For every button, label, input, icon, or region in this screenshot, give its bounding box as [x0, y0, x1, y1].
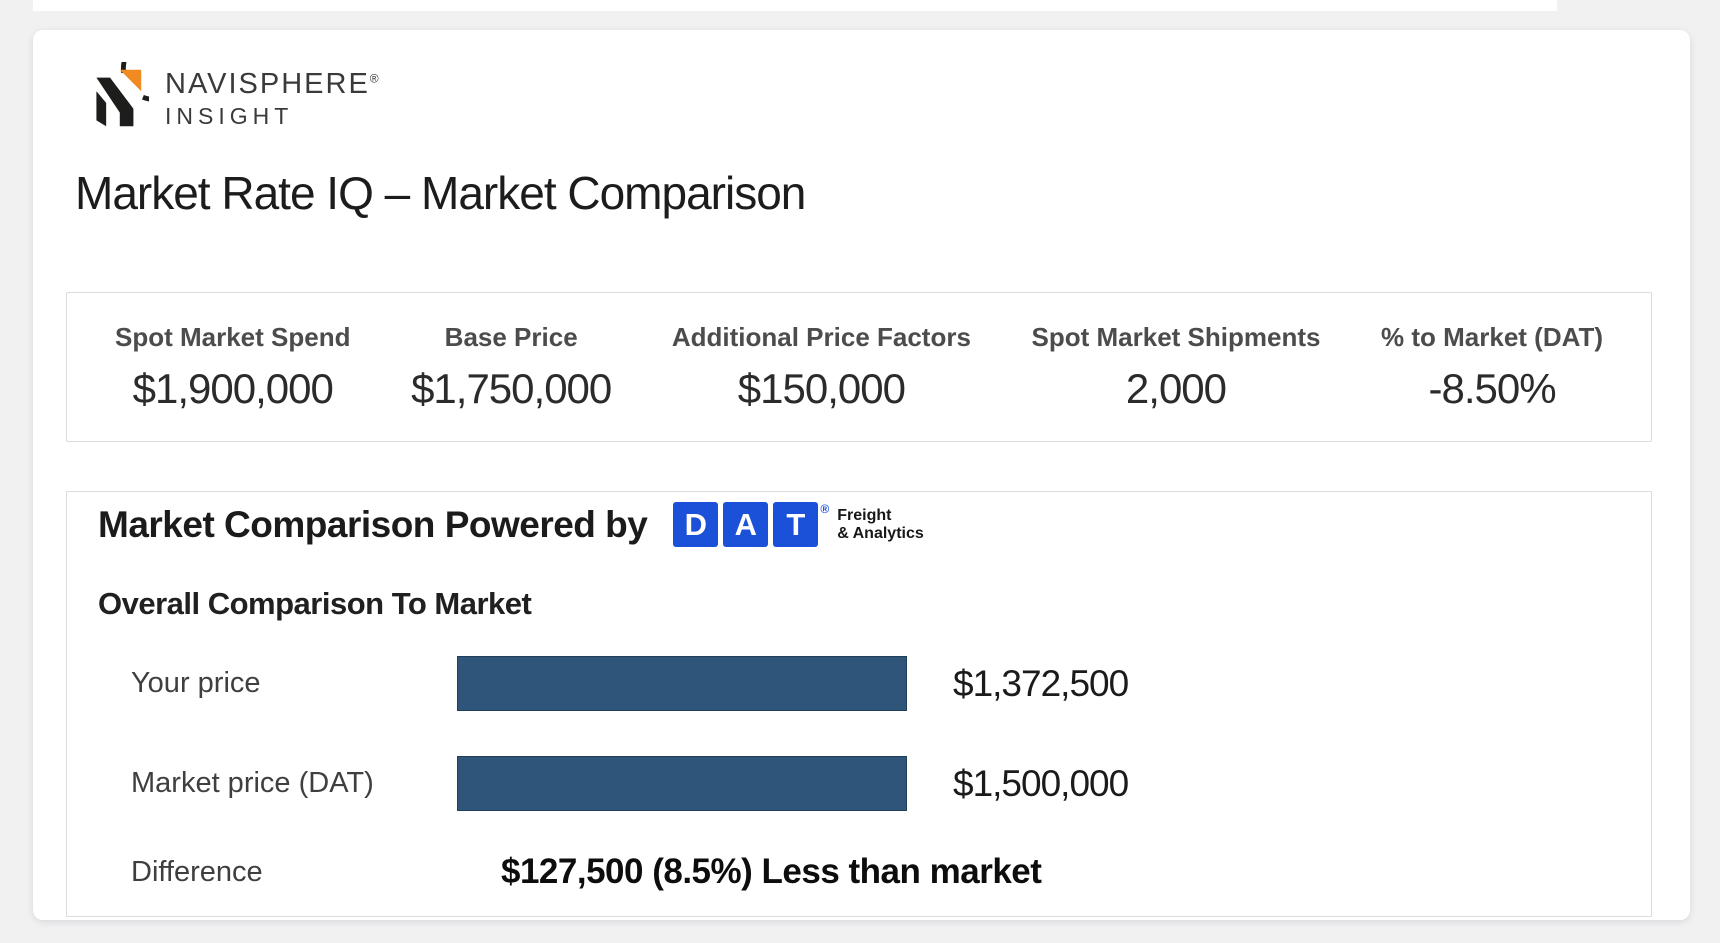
registered-mark: ®	[369, 71, 381, 86]
stat-spot-market-spend: Spot Market Spend $1,900,000	[115, 322, 350, 413]
dat-letter-a: A	[723, 502, 769, 547]
dat-tagline-line1: Freight	[837, 506, 892, 524]
row-label: Market price (DAT)	[131, 767, 374, 799]
dat-logo: D A T ® Freight & Analytics	[673, 501, 924, 547]
previous-card-edge	[33, 0, 1557, 11]
stat-label: Spot Market Shipments	[1031, 321, 1321, 352]
market-comparison-card: Market Comparison Powered by D A T ® Fre…	[66, 491, 1652, 917]
stat-label: Additional Price Factors	[671, 321, 971, 352]
comparison-row-market-price: Market price (DAT) $1,500,000	[131, 756, 1129, 811]
bar-track	[457, 756, 907, 811]
stat-value: $1,750,000	[411, 364, 612, 412]
stats-summary-box: Spot Market Spend $1,900,000 Base Price …	[66, 292, 1652, 442]
row-value: $1,372,500	[953, 662, 1129, 704]
stat-label: % to Market (DAT)	[1381, 321, 1603, 352]
stat-base-price: Base Price $1,750,000	[411, 321, 612, 413]
dat-letter-d: D	[673, 502, 719, 547]
comparison-subheading: Overall Comparison To Market	[98, 586, 532, 621]
dat-logo-squares: D A T	[673, 502, 819, 547]
comparison-row-difference: Difference $127,500 (8.5%) Less than mar…	[131, 852, 1042, 892]
navisphere-logo-icon	[96, 62, 149, 127]
stat-label: Spot Market Spend	[115, 321, 351, 352]
stat-spot-market-shipments: Spot Market Shipments 2,000	[1032, 322, 1321, 413]
brand-subname: INSIGHT	[165, 103, 294, 129]
brand-wordmark: NAVISPHERE® INSIGHT	[165, 68, 381, 130]
comparison-heading-row: Market Comparison Powered by D A T ® Fre…	[98, 502, 924, 547]
dat-tagline-line2: & Analytics	[837, 524, 924, 542]
stat-label: Base Price	[444, 321, 578, 352]
your-price-bar	[457, 656, 907, 711]
brand-logo: NAVISPHERE® INSIGHT	[75, 62, 381, 136]
bar-track	[457, 656, 907, 711]
row-value: $1,500,000	[953, 762, 1129, 804]
dat-letter-t: T	[773, 502, 819, 547]
comparison-heading: Market Comparison Powered by	[98, 503, 648, 545]
dat-tagline: Freight & Analytics	[837, 507, 924, 543]
dat-registered-mark: ®	[820, 501, 830, 516]
difference-value: $127,500 (8.5%) Less than market	[501, 852, 1042, 891]
stat-value: $1,900,000	[132, 364, 334, 412]
row-label: Difference	[131, 855, 263, 888]
report-card: NAVISPHERE® INSIGHT Market Rate IQ – Mar…	[33, 30, 1690, 920]
stat-value: 2,000	[1125, 364, 1227, 412]
stat-value: -8.50%	[1428, 364, 1556, 412]
page-title: Market Rate IQ – Market Comparison	[75, 167, 806, 219]
brand-name: NAVISPHERE®	[165, 68, 381, 100]
stat-value: $150,000	[737, 364, 906, 412]
market-price-bar	[457, 756, 907, 811]
row-label: Your price	[131, 667, 261, 699]
stat-additional-price-factors: Additional Price Factors $150,000	[672, 322, 971, 413]
stat-pct-to-market: % to Market (DAT) -8.50%	[1381, 322, 1603, 413]
comparison-row-your-price: Your price $1,372,500	[131, 656, 1129, 711]
